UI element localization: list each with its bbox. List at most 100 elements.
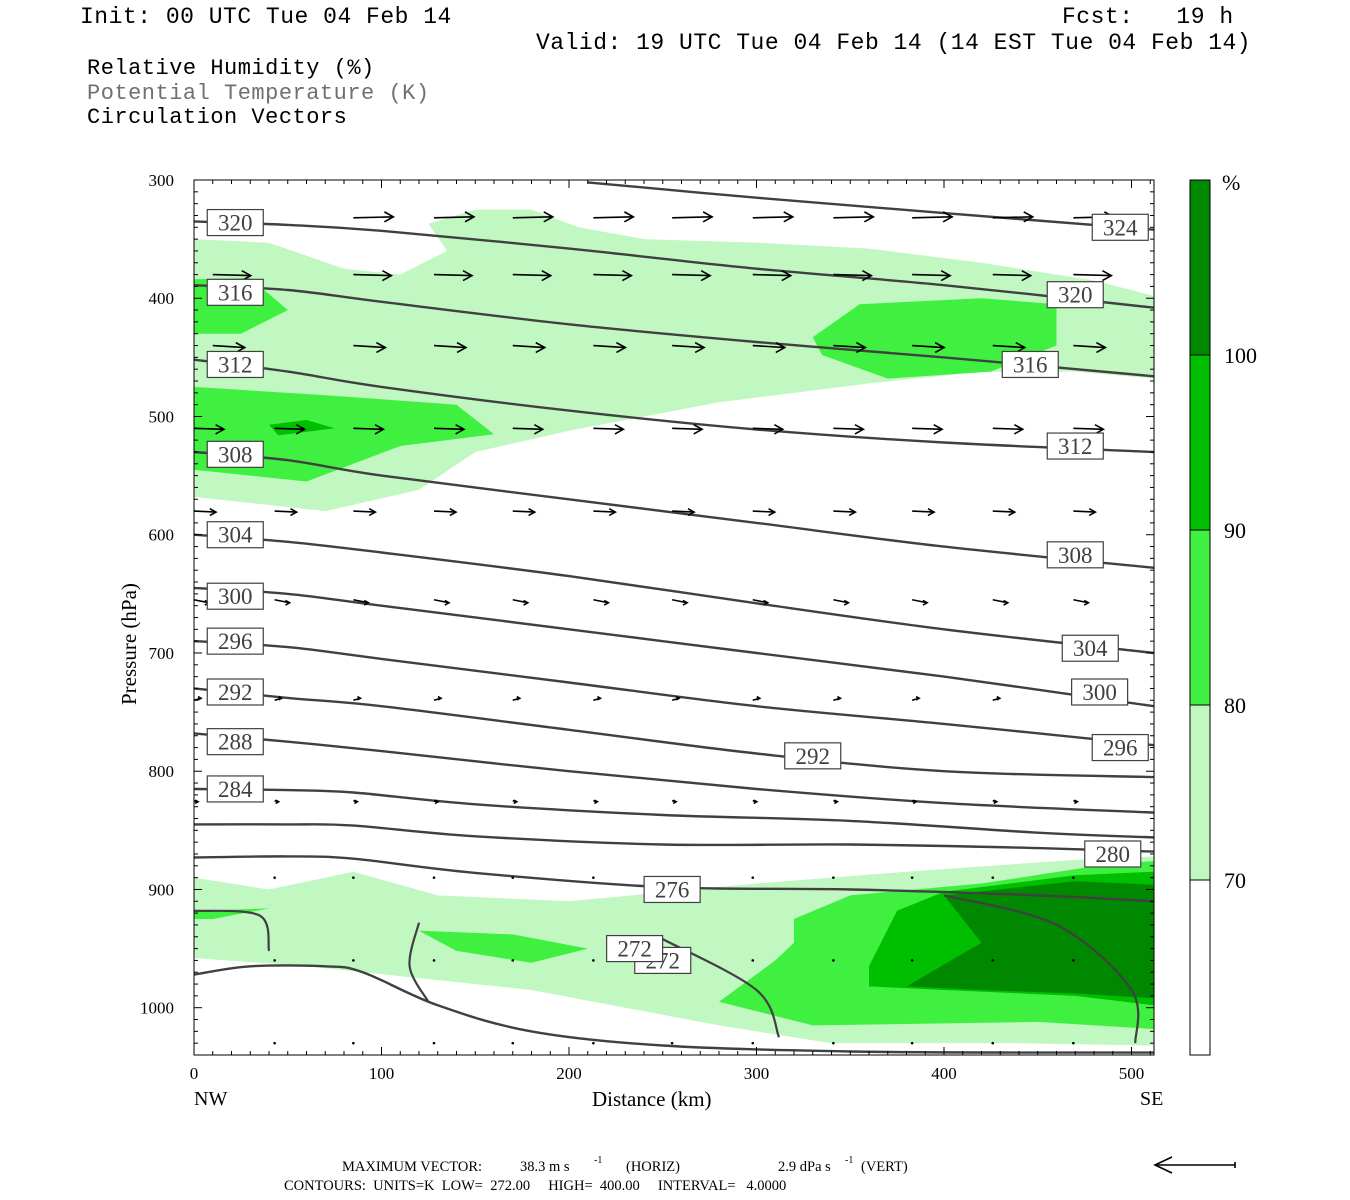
vector-shaft	[992, 273, 1031, 277]
vector-shaft	[912, 427, 943, 431]
vector-655-11	[1073, 598, 1091, 606]
label-box	[1071, 678, 1129, 706]
isentrope-label-324-0: 324	[1091, 213, 1149, 241]
vector-dot	[592, 1041, 595, 1045]
vector-dot	[991, 959, 995, 962]
vector-825-0	[194, 799, 200, 805]
isentrope-316	[194, 284, 1154, 378]
vector-440-6	[752, 341, 787, 354]
label-box	[206, 278, 264, 306]
vector-shaft	[833, 273, 872, 277]
colorbar-swatch-4	[1190, 180, 1210, 355]
vector-head	[1088, 507, 1098, 517]
vector-740-1	[274, 695, 284, 702]
vector-510-7	[752, 423, 785, 435]
isentrope-label-316-1: 316	[1001, 350, 1059, 379]
label-box	[1091, 213, 1149, 241]
vector-shaft	[992, 216, 1033, 219]
vector-head	[934, 341, 946, 354]
label-box	[206, 678, 264, 706]
vector-shaft	[752, 510, 775, 513]
y-tick-label-1000: 1000	[140, 999, 174, 1018]
vector-740-10	[992, 695, 1002, 702]
label-text: 304	[1073, 636, 1108, 661]
vector-head	[700, 269, 712, 282]
x-tick-label-200: 200	[556, 1064, 582, 1083]
vector-shaft	[752, 216, 793, 219]
vector-1030-0	[273, 1041, 276, 1045]
vector-655-2	[353, 598, 371, 606]
vertical-contour-3	[943, 894, 1140, 1044]
vector-960-2	[432, 959, 436, 962]
vector-580-10	[992, 507, 1017, 517]
vector-head	[621, 269, 634, 282]
vector-head	[523, 599, 530, 606]
label-box	[643, 875, 701, 904]
vector-825-4	[512, 799, 519, 805]
vector-shaft	[512, 427, 543, 431]
vector-head	[1096, 341, 1108, 354]
vector-shaft	[433, 273, 473, 277]
vector-dot	[592, 959, 595, 962]
label-text: 300	[1082, 680, 1117, 705]
vector-head	[543, 211, 555, 223]
vector-shaft	[353, 216, 394, 219]
vector-380-5	[672, 269, 712, 282]
vector-960-9	[991, 959, 995, 962]
y-tick-label-600: 600	[149, 526, 175, 545]
label-text: 304	[218, 523, 253, 548]
vector-head	[1101, 269, 1114, 282]
vector-825-2	[353, 799, 360, 805]
field-vectors-title: Circulation Vectors	[87, 105, 348, 130]
vector-510-8	[833, 423, 866, 435]
colorbar-swatch-1	[1190, 705, 1210, 880]
label-box	[1061, 634, 1119, 662]
vector-890-3	[511, 876, 515, 879]
vector-890-4	[592, 876, 595, 879]
vector-shaft	[593, 427, 624, 431]
vector-head	[535, 341, 547, 354]
label-box	[206, 627, 264, 655]
vector-head	[912, 799, 918, 805]
vector-dot	[432, 1041, 436, 1045]
vector-510-6	[672, 423, 704, 435]
label-text: 272	[617, 937, 652, 962]
circulation-vectors	[194, 211, 1116, 1045]
vector-655-1	[274, 598, 292, 606]
vector-825-1	[274, 799, 281, 805]
vector-head	[1015, 341, 1027, 354]
vector-1030-8	[910, 1041, 914, 1045]
y-tick-label-900: 900	[149, 880, 175, 899]
vector-440-9	[992, 341, 1027, 354]
colorbar-swatch-0	[1190, 880, 1210, 1055]
vector-shaft	[672, 510, 695, 513]
vector-332-5	[672, 211, 714, 223]
label-box	[206, 350, 264, 379]
vector-head	[285, 599, 292, 606]
footer-max-vert-units: (VERT)	[861, 1159, 908, 1175]
vector-head	[856, 341, 868, 354]
vector-890-9	[991, 876, 995, 879]
isentrope-label-308-0: 308	[206, 440, 264, 468]
vector-dot	[592, 876, 595, 879]
vector-shaft	[512, 216, 553, 219]
vector-head	[623, 211, 636, 223]
vector-580-5	[593, 507, 618, 517]
vector-shaft	[353, 510, 376, 513]
vector-shaft	[194, 427, 225, 431]
vector-head	[753, 799, 759, 805]
isentrope-304	[194, 533, 1154, 655]
vector-shaft	[752, 427, 783, 431]
vector-1030-3	[511, 1041, 515, 1045]
field-rh-title: Relative Humidity (%)	[87, 56, 375, 81]
label-text: 280	[1096, 842, 1131, 867]
vector-shaft	[672, 273, 711, 277]
footer-exp2: -1	[845, 1155, 853, 1166]
footer-max-horiz: 38.3 m s	[520, 1159, 570, 1175]
vector-shaft	[833, 216, 874, 219]
vector-1030-7	[832, 1041, 835, 1045]
vector-740-2	[353, 695, 363, 702]
vector-380-9	[992, 269, 1033, 282]
vector-head	[455, 423, 466, 435]
vector-head	[1083, 599, 1091, 606]
